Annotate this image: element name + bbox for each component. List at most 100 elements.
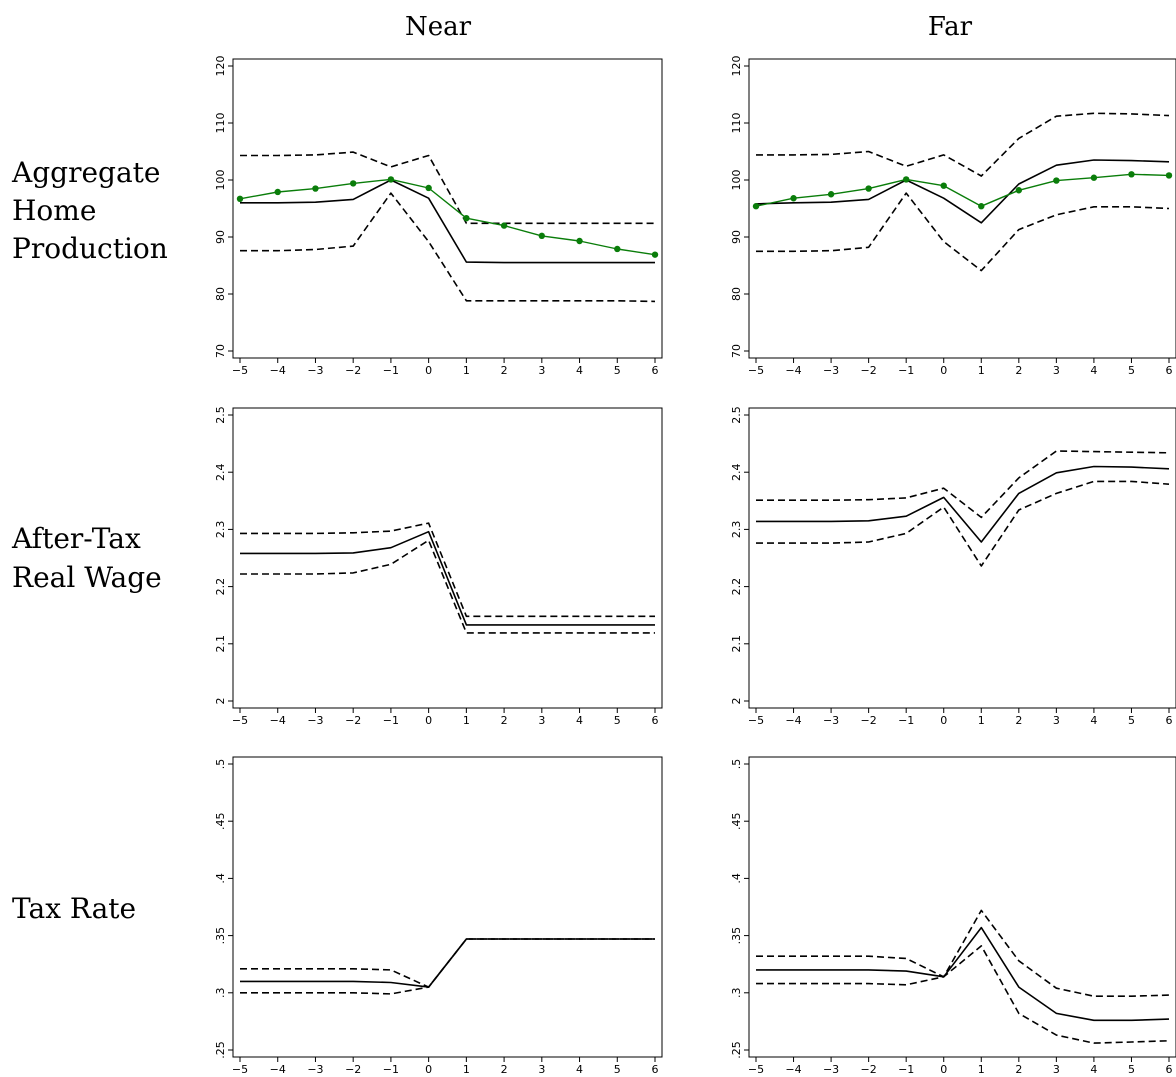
x-tick-label: 6	[652, 714, 659, 727]
row-label-aggregate-line2: Home	[12, 194, 96, 227]
y-tick-label: .4	[730, 873, 743, 884]
x-tick-label: 2	[501, 364, 508, 377]
x-tick-label: 6	[1166, 714, 1173, 727]
comparison-point	[902, 176, 910, 183]
x-tick-label: 6	[1166, 1063, 1173, 1076]
x-tick-label: −2	[861, 1063, 877, 1076]
confidence-band-line	[756, 192, 1170, 272]
y-tick-label: .25	[730, 1041, 743, 1059]
x-tick-label: 4	[1090, 714, 1097, 727]
y-tick-label: .5	[214, 759, 227, 770]
comparison-point	[349, 180, 357, 187]
y-tick-label: 90	[730, 230, 743, 244]
y-tick-label: 100	[730, 170, 743, 191]
estimate-series-line	[755, 159, 1170, 224]
x-tick-label: −1	[383, 364, 399, 377]
y-tick-label: 70	[730, 344, 743, 358]
x-tick-label: 6	[652, 1063, 659, 1076]
y-tick-label: 110	[730, 113, 743, 134]
x-tick-label: −3	[307, 714, 323, 727]
x-tick-label: 2	[501, 714, 508, 727]
panel-0-0: −5 −4 −3 −2 −1 0 1 2 3 4 5 6 70 80 90 100 110 120	[214, 56, 663, 377]
comparison-point	[463, 214, 470, 222]
comparison-series-line	[239, 178, 656, 256]
y-tick-label: .3	[214, 988, 227, 999]
y-tick-label: .45	[214, 812, 227, 830]
y-tick-label: 2.2	[214, 578, 227, 596]
plot-frame	[232, 407, 663, 709]
x-tick-label: 5	[1128, 714, 1135, 727]
x-tick-label: −1	[383, 1063, 399, 1076]
y-tick-label: 120	[730, 56, 743, 77]
x-tick-label: 3	[538, 1063, 545, 1076]
confidence-band-line	[240, 522, 655, 618]
x-tick-label: 3	[538, 714, 545, 727]
x-tick-label: −5	[748, 714, 764, 727]
y-tick-label: 2.4	[730, 463, 743, 481]
x-tick-label: 1	[463, 364, 470, 377]
comparison-point	[538, 232, 546, 240]
x-tick-label: 2	[1015, 364, 1022, 377]
y-tick-label: 2.1	[730, 635, 743, 653]
x-tick-label: −1	[383, 714, 399, 727]
x-tick-label: 5	[1128, 1063, 1135, 1076]
y-tick-label: .25	[214, 1041, 227, 1059]
x-tick-label: −3	[823, 364, 839, 377]
estimate-series-line	[756, 926, 1170, 1022]
y-tick-label: 80	[214, 287, 227, 301]
comparison-point	[790, 195, 797, 202]
x-tick-label: −4	[270, 364, 286, 377]
x-tick-label: −3	[823, 714, 839, 727]
x-tick-label: 4	[576, 714, 583, 727]
y-tick-label: 120	[214, 56, 227, 77]
panel-0-1: −5 −4 −3 −2 −1 0 1 2 3 4 5 6 70 80 90 100 110 120	[730, 56, 1176, 377]
plot-frame	[748, 407, 1176, 709]
y-tick-label: 2.5	[214, 406, 227, 424]
y-tick-label: 2	[214, 698, 227, 705]
confidence-band-line	[240, 938, 655, 988]
x-tick-label: 0	[940, 364, 947, 377]
y-tick-label: .35	[214, 927, 227, 945]
x-tick-label: −5	[748, 364, 764, 377]
comparison-point	[752, 203, 760, 210]
comparison-point	[940, 182, 947, 189]
panel-2-1: −5 −4 −3 −2 −1 0 1 2 3 4 5 6 .25 .3 .35 .4 .45 .5	[730, 756, 1176, 1076]
x-tick-label: 3	[538, 364, 545, 377]
comparison-series-line	[755, 173, 1170, 207]
confidence-band-line	[756, 450, 1170, 519]
x-tick-label: 5	[614, 364, 621, 377]
panel-1-1: −5 −4 −3 −2 −1 0 1 2 3 4 5 6 2 2.1 2.2 2.3 2.4 2.5	[730, 406, 1176, 727]
x-tick-label: 0	[940, 1063, 947, 1076]
x-tick-label: 0	[425, 364, 432, 377]
row-label-wage-line1: After-Tax	[11, 522, 141, 555]
x-tick-label: −4	[785, 1063, 801, 1076]
x-tick-label: 6	[652, 364, 659, 377]
confidence-band-line	[240, 192, 656, 303]
confidence-band-line	[756, 909, 1170, 998]
x-tick-label: 5	[614, 714, 621, 727]
x-tick-label: 3	[1053, 714, 1060, 727]
row-label-wage-line2: Real Wage	[12, 561, 162, 594]
y-tick-label: 2	[730, 698, 743, 705]
x-tick-label: 3	[1053, 364, 1060, 377]
plot-frame	[748, 58, 1176, 359]
y-tick-label: .3	[730, 988, 743, 999]
x-tick-label: −4	[270, 1063, 286, 1076]
y-tick-label: 2.3	[214, 521, 227, 539]
row-label-aggregate-line1: Aggregate	[11, 156, 160, 189]
estimate-series-line	[240, 179, 655, 264]
x-tick-label: −2	[861, 714, 877, 727]
x-tick-label: 4	[576, 364, 583, 377]
y-tick-label: .4	[214, 873, 227, 884]
y-tick-label: 100	[214, 170, 227, 191]
comparison-point	[387, 176, 395, 183]
comparison-point	[1015, 187, 1023, 194]
y-tick-label: 70	[214, 344, 227, 358]
y-tick-label: 2.5	[730, 406, 743, 424]
comparison-point	[274, 188, 281, 196]
x-tick-label: −2	[345, 1063, 361, 1076]
x-tick-label: −5	[232, 364, 248, 377]
x-tick-label: 1	[978, 714, 985, 727]
row-label-tax-rate: Tax Rate	[12, 892, 136, 925]
